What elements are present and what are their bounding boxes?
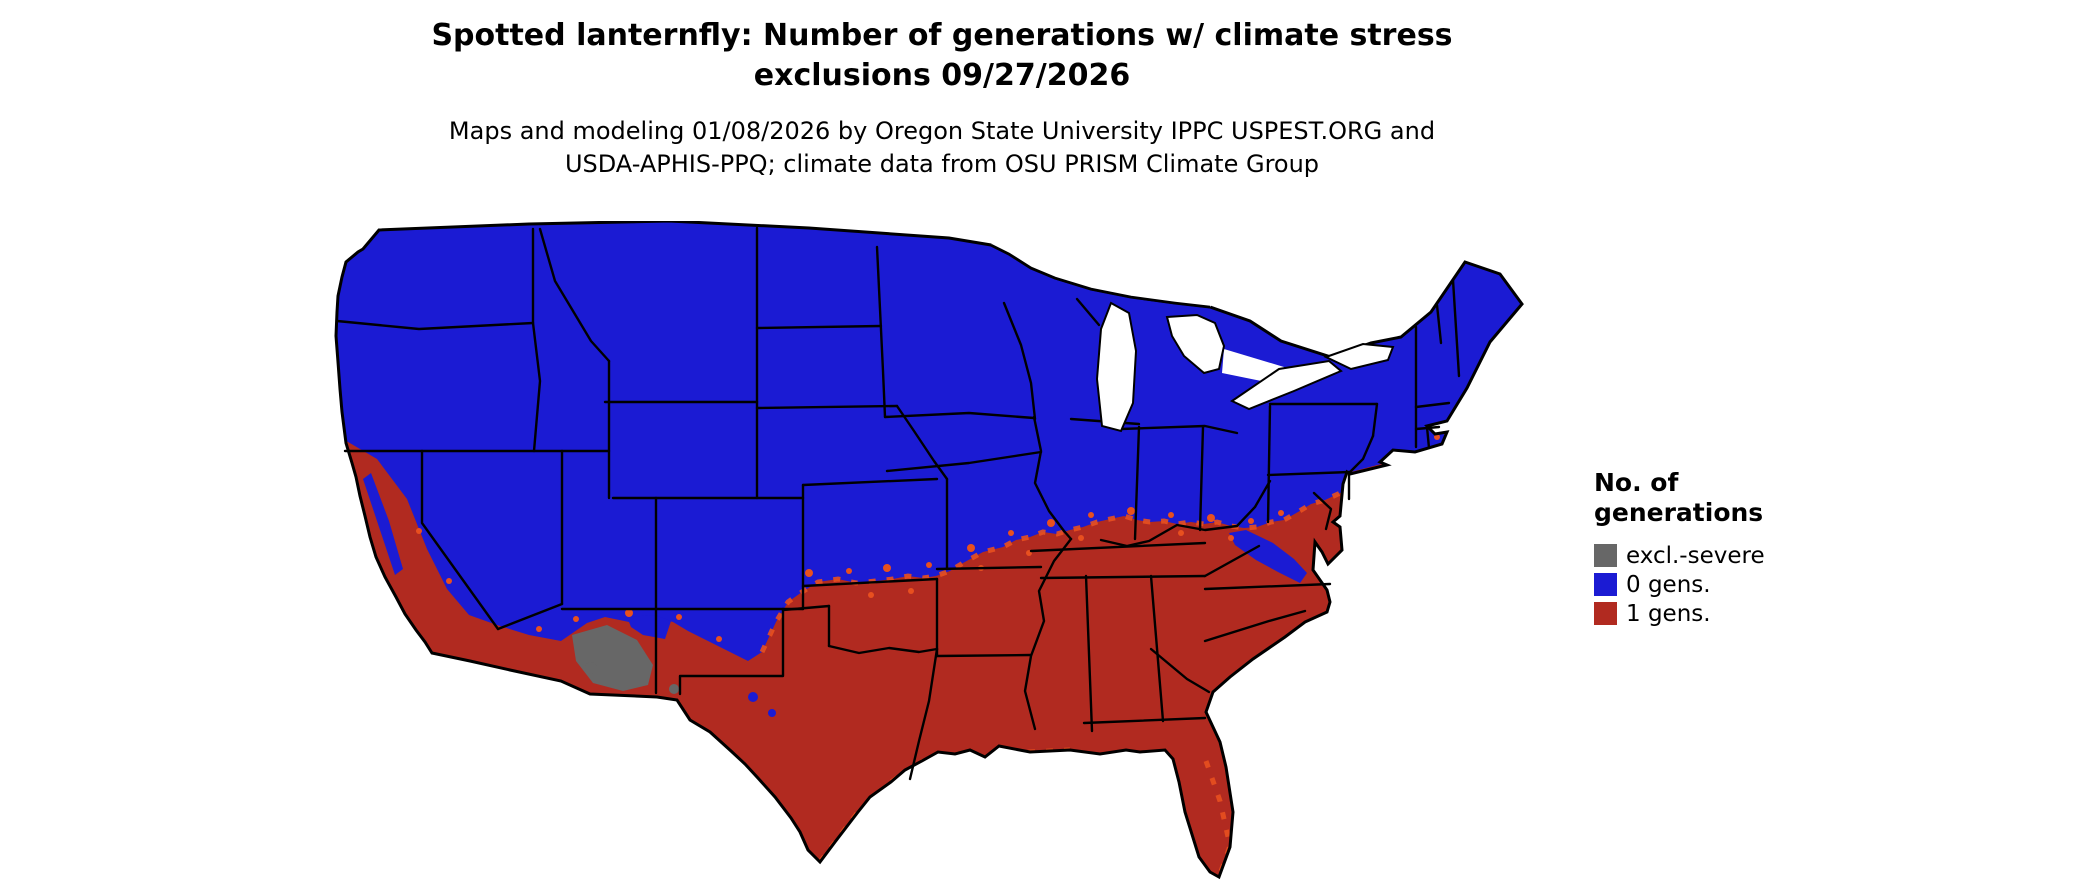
legend-row-zero-gens: 0 gens. xyxy=(1594,570,1854,599)
lake-huron xyxy=(1165,313,1226,375)
legend-row-one-gen: 1 gens. xyxy=(1594,599,1854,628)
legend-swatch-one-gen xyxy=(1594,602,1617,625)
lake-erie xyxy=(1229,359,1343,411)
legend-row-excluded: excl.-severe xyxy=(1594,541,1854,570)
lake-michigan xyxy=(1095,301,1138,433)
map-header: Spotted lanternfly: Number of generation… xyxy=(330,16,1554,181)
region-zero-generations xyxy=(336,221,1522,877)
state-borders xyxy=(335,226,1461,781)
great-lakes xyxy=(1095,301,1395,433)
legend-label-one-gen: 1 gens. xyxy=(1626,600,1711,627)
map-figure xyxy=(329,219,1553,886)
legend-title-line1: No. of xyxy=(1594,468,1679,497)
legend-title-line2: generations xyxy=(1594,497,1764,527)
lake-ontario xyxy=(1323,342,1395,371)
map-data-layers xyxy=(336,221,1522,877)
map-title-line2: exclusions 09/27/2026 xyxy=(753,57,1131,93)
legend-label-excluded: excl.-severe xyxy=(1626,542,1765,569)
map-subtitle: Maps and modeling 01/08/2026 by Oregon S… xyxy=(330,115,1554,181)
legend-label-zero-gens: 0 gens. xyxy=(1626,571,1711,598)
region-excluded-severe xyxy=(572,625,679,694)
transition-boundary-lines xyxy=(759,480,1363,877)
lake-superior-shoreline xyxy=(990,243,1211,309)
lake-superior xyxy=(991,231,1219,307)
legend-items: excl.-severe 0 gens. 1 gens. xyxy=(1594,541,1854,628)
map-subtitle-line1: Maps and modeling 01/08/2026 by Oregon S… xyxy=(448,117,1436,146)
us-outline xyxy=(334,219,1524,880)
map-legend: No. of generations excl.-severe 0 gens. … xyxy=(1594,468,1854,628)
us-generations-map xyxy=(334,219,1524,880)
zero-generation-inner-patches xyxy=(363,473,1307,717)
legend-swatch-zero-gens xyxy=(1594,573,1617,596)
map-subtitle-line2: USDA-APHIS-PPQ; climate data from OSU PR… xyxy=(564,150,1320,179)
map-title-line1: Spotted lanternfly: Number of generation… xyxy=(431,18,1453,53)
legend-swatch-excluded xyxy=(1594,544,1617,567)
transition-speckle-dots xyxy=(416,429,1449,642)
